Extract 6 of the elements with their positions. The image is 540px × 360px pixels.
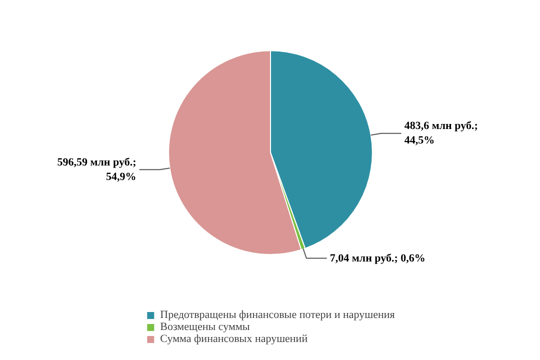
data-label: 483,6 млн руб.; 44,5% — [404, 120, 478, 147]
legend-label: Возмещены суммы — [160, 321, 250, 333]
legend-label: Предотвращены финансовые потери и нарушения — [160, 309, 395, 321]
data-label: 7,04 млн руб.; 0,6% — [330, 252, 426, 264]
data-label: 596,59 млн руб.; 54,9% — [57, 156, 136, 183]
legend-label: Сумма финансовых нарушений — [160, 333, 308, 345]
